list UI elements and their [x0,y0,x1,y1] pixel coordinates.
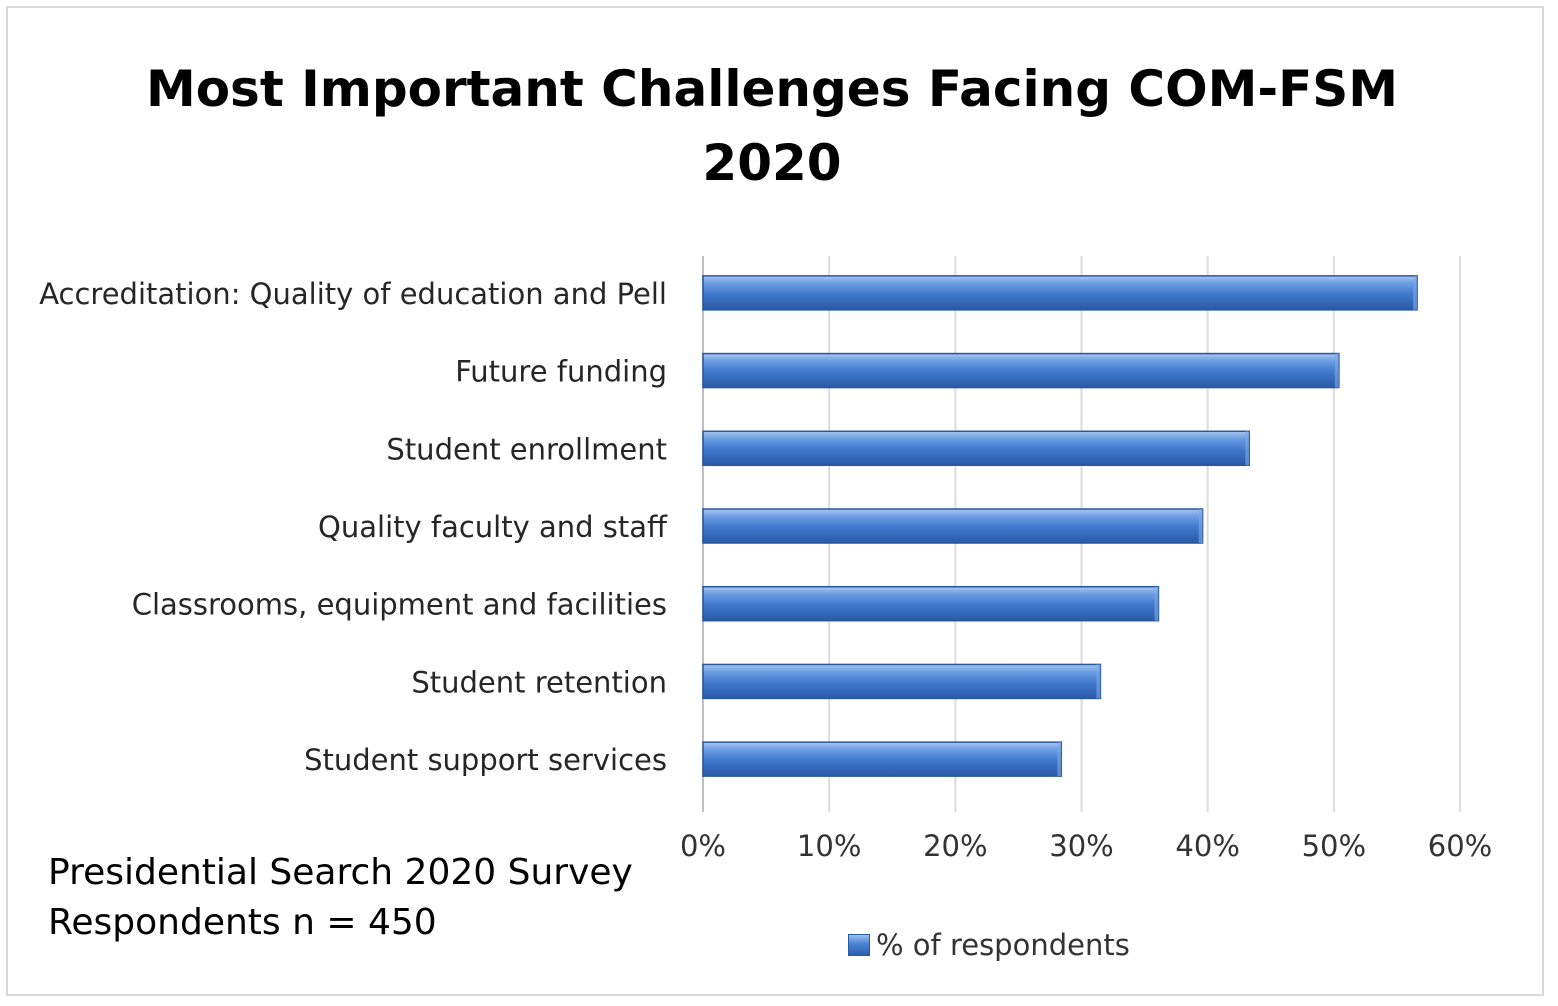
survey-annotation: Presidential Search 2020 Survey Responde… [48,848,633,948]
chart-frame [6,6,1544,996]
bar-body [702,352,1340,389]
category-label: Accreditation: Quality of education and … [39,277,667,311]
x-tick-label: 20% [923,829,987,863]
bar-end-cap [1154,586,1159,621]
bar-end-cap [1245,431,1250,466]
category-label: Classrooms, equipment and facilities [132,588,667,622]
bar [702,741,1063,777]
bar-body [702,741,1063,777]
x-tick-labels: 0% 10% 20% 30% 40% 50% 60% [680,829,1492,863]
category-label: Student support services [304,743,667,777]
bar-end-cap [1334,353,1339,388]
bar-body [702,663,1102,700]
chart-title-line-2: 2020 [702,134,842,192]
bar [702,430,1251,467]
survey-annotation-line-2: Respondents n = 450 [48,902,437,943]
x-tick-label: 60% [1428,829,1492,863]
bar-body [702,508,1204,544]
survey-annotation-line-1: Presidential Search 2020 Survey [48,852,633,893]
bar-end-cap [1198,509,1203,543]
bar [702,585,1160,622]
category-label: Quality faculty and staff [318,510,668,544]
bar [702,275,1418,311]
bar-body [702,275,1418,311]
x-tick-label: 0% [680,829,726,863]
x-tick-label: 50% [1302,829,1366,863]
bar [702,508,1204,544]
bars [702,275,1418,777]
bar [702,663,1102,700]
category-label: Student enrollment [386,432,667,466]
bar-body [702,585,1160,622]
bar-end-cap [1057,742,1062,777]
x-tick-label: 40% [1175,829,1239,863]
bar-end-cap [1413,275,1418,310]
legend: % of respondents [848,928,1130,962]
bar [702,352,1340,389]
legend-swatch [848,934,870,956]
category-label: Student retention [411,665,667,699]
category-label: Future funding [455,355,667,389]
x-tick-label: 10% [797,829,861,863]
x-tick-label: 30% [1049,829,1113,863]
category-labels: Accreditation: Quality of education and … [39,277,668,777]
bar-end-cap [1096,664,1101,699]
legend-label: % of respondents [876,928,1130,962]
bar-body [702,430,1251,467]
chart-title-line-1: Most Important Challenges Facing COM-FSM [145,60,1399,118]
chart-title: Most Important Challenges Facing COM-FSM… [0,52,1544,200]
